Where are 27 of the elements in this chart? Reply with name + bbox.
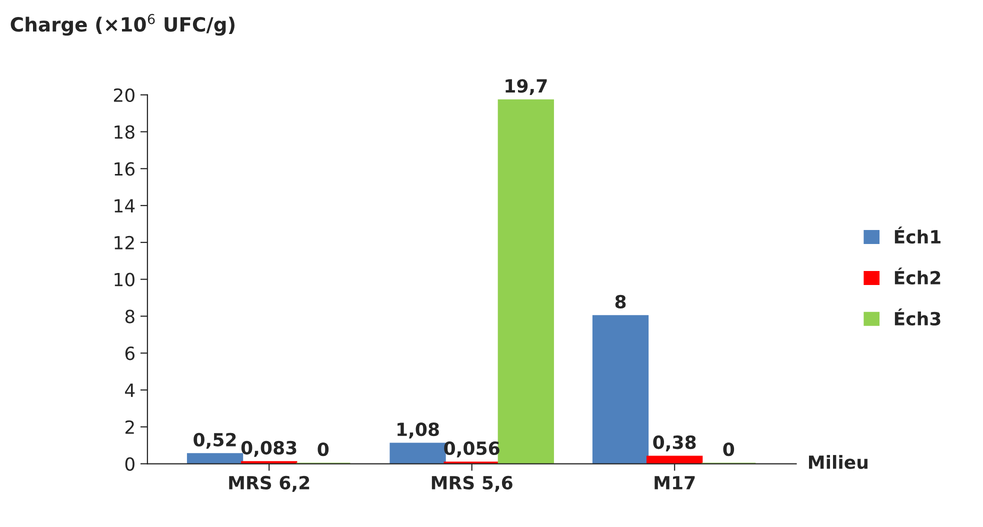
legend-label: Éch3 [894,308,940,326]
x-axis-title: Milieu [809,455,868,469]
data-label: 8 [615,294,626,309]
y-tick-label: 20 [114,88,134,102]
x-tick-label: M17 [654,476,695,490]
y-tick-label: 10 [114,272,134,286]
y-tick-label: 2 [125,420,134,434]
y-tick-label: 18 [114,125,134,139]
y-tick-label: 8 [125,310,134,324]
data-label: 0,38 [653,435,696,452]
data-label: 0,52 [194,432,236,449]
y-tick-label: 6 [125,346,135,360]
y-axis-title: Charge (×10$^{6}$ UFC/g) [10,14,234,36]
x-tick-label: MRS 5,6 [432,476,512,492]
data-label: 0,083 [241,440,296,457]
y-tick-label: 12 [114,236,134,250]
data-label: 19,7 [506,79,547,96]
legend-label: Éch2 [894,268,940,285]
data-label: 1,08 [398,422,439,438]
data-label: 0 [318,442,329,456]
y-tick-label: 14 [114,199,135,212]
y-tick-label: 4 [125,384,135,397]
legend-label: Éch1 [894,226,940,244]
data-label: 0 [723,442,734,456]
y-tick-label: 16 [114,162,135,176]
x-tick-label: MRS 6,2 [229,476,310,492]
y-tick-label: 0 [125,457,134,471]
